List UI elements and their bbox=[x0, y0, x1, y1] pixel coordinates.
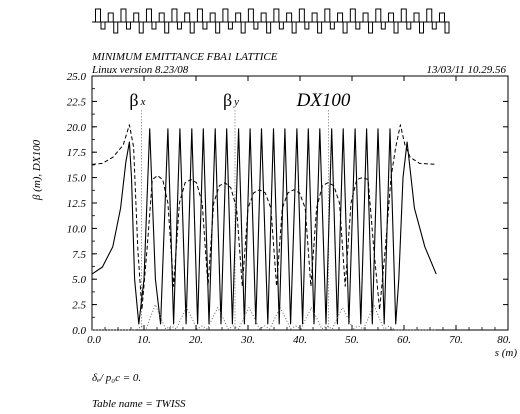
lattice-element bbox=[380, 21, 386, 30]
data-series bbox=[91, 124, 437, 331]
lattice-element bbox=[342, 21, 348, 34]
lattice-element bbox=[151, 21, 157, 30]
plot-frame bbox=[91, 75, 509, 331]
lattice-element bbox=[145, 8, 152, 23]
lattice-element bbox=[235, 12, 242, 23]
datetime-label: 13/03/11 10.29.56 bbox=[426, 64, 506, 76]
lattice-element bbox=[368, 21, 374, 34]
lattice-element bbox=[253, 21, 259, 30]
y-tick-label: 10.0 bbox=[67, 223, 87, 235]
lattice-element bbox=[222, 8, 229, 23]
legend-markers: β x β y DX100 bbox=[129, 90, 351, 330]
axis-ticks bbox=[91, 75, 509, 331]
lattice-element bbox=[286, 12, 293, 23]
lattice-element bbox=[247, 8, 254, 23]
version-label: Linux version 8.23/08 bbox=[91, 64, 189, 76]
y-tick-label: 12.5 bbox=[67, 198, 87, 210]
lattice-element bbox=[304, 21, 310, 30]
lattice-element bbox=[266, 21, 272, 34]
lattice-element bbox=[273, 8, 280, 23]
lattice-diagram bbox=[92, 8, 450, 34]
lattice-element bbox=[260, 12, 267, 23]
lattice-element bbox=[337, 12, 344, 23]
plot-title: MINIMUM EMITTANCE FBA1 LATTICE bbox=[91, 51, 278, 63]
x-tick-label: 50. bbox=[345, 334, 359, 346]
lattice-element bbox=[189, 21, 195, 34]
lattice-element bbox=[444, 21, 450, 34]
lattice-element bbox=[227, 21, 233, 30]
x-tick-label: 20. bbox=[189, 334, 203, 346]
x-tick-labels: 0.0 10. 20. 30. 40. 50. 60. 70. 80. bbox=[87, 334, 511, 346]
delta-label: δₑ/ p₀c = 0. bbox=[92, 372, 142, 384]
series-line-β-x bbox=[91, 128, 437, 325]
lattice-element bbox=[113, 21, 119, 34]
lattice-element bbox=[349, 8, 356, 23]
lattice-element bbox=[406, 21, 412, 30]
lattice-element bbox=[120, 8, 127, 23]
lattice-element bbox=[100, 21, 106, 30]
x-tick-label: 10. bbox=[137, 334, 151, 346]
x-tick-label: 80. bbox=[497, 334, 511, 346]
lattice-element bbox=[439, 12, 445, 23]
x-tick-label: 40. bbox=[293, 334, 307, 346]
y-tick-label: 2.5 bbox=[72, 300, 86, 312]
y-tick-label: 0.0 bbox=[72, 325, 86, 337]
lattice-element bbox=[171, 8, 178, 23]
series-line-dx100 bbox=[92, 304, 437, 331]
lattice-element bbox=[400, 8, 407, 23]
lattice-element bbox=[324, 8, 331, 23]
lattice-element bbox=[202, 21, 208, 30]
lattice-element bbox=[362, 12, 369, 23]
lattice-element bbox=[426, 8, 433, 23]
lattice-element bbox=[184, 12, 191, 23]
lattice-element bbox=[95, 8, 101, 23]
y-tick-label: 7.5 bbox=[72, 249, 86, 261]
x-tick-label: 0.0 bbox=[87, 334, 101, 346]
y-tick-label: 15.0 bbox=[67, 173, 87, 185]
lattice-element bbox=[158, 12, 165, 23]
lattice-element bbox=[291, 21, 297, 34]
lattice-element bbox=[298, 8, 305, 23]
lattice-element bbox=[278, 21, 284, 30]
lattice-element bbox=[176, 21, 182, 30]
lattice-element bbox=[215, 21, 221, 34]
y-tick-labels: 0.0 2.5 5.0 7.5 10.0 12.5 15.0 17.5 20.0 22.5 25.0 bbox=[67, 71, 87, 337]
lattice-element bbox=[393, 21, 399, 34]
lattice-element bbox=[125, 21, 131, 30]
lattice-element bbox=[355, 21, 361, 30]
lattice-element bbox=[133, 12, 140, 23]
y-tick-label: 20.0 bbox=[67, 122, 87, 134]
y-tick-label: 25.0 bbox=[67, 71, 87, 83]
y-tick-label: 22.5 bbox=[67, 96, 87, 108]
lattice-element bbox=[317, 21, 323, 34]
x-tick-label: 70. bbox=[449, 334, 463, 346]
lattice-element bbox=[431, 21, 437, 30]
x-tick-label: 30. bbox=[240, 334, 255, 346]
x-axis-label: s (m) bbox=[495, 347, 518, 359]
lattice-element bbox=[388, 12, 395, 23]
y-tick-label: 17.5 bbox=[67, 147, 87, 159]
y-axis-label: β (m), DX100 bbox=[31, 139, 43, 201]
x-tick-label: 60. bbox=[397, 334, 411, 346]
lattice-element bbox=[329, 21, 335, 30]
lattice-element bbox=[375, 8, 382, 23]
table-name-label: Table name = TWISS bbox=[92, 398, 186, 410]
lattice-element bbox=[413, 12, 420, 23]
lattice-element bbox=[311, 12, 318, 23]
lattice-element bbox=[164, 21, 170, 34]
lattice-element bbox=[196, 8, 203, 23]
legend-label: DX100 bbox=[296, 90, 351, 111]
lattice-element bbox=[240, 21, 246, 34]
lattice-element bbox=[138, 21, 144, 34]
lattice-element bbox=[209, 12, 216, 23]
series-line-β-y bbox=[91, 124, 437, 311]
lattice-element bbox=[107, 12, 114, 23]
lattice-element bbox=[419, 21, 425, 34]
y-tick-label: 5.0 bbox=[72, 274, 86, 286]
